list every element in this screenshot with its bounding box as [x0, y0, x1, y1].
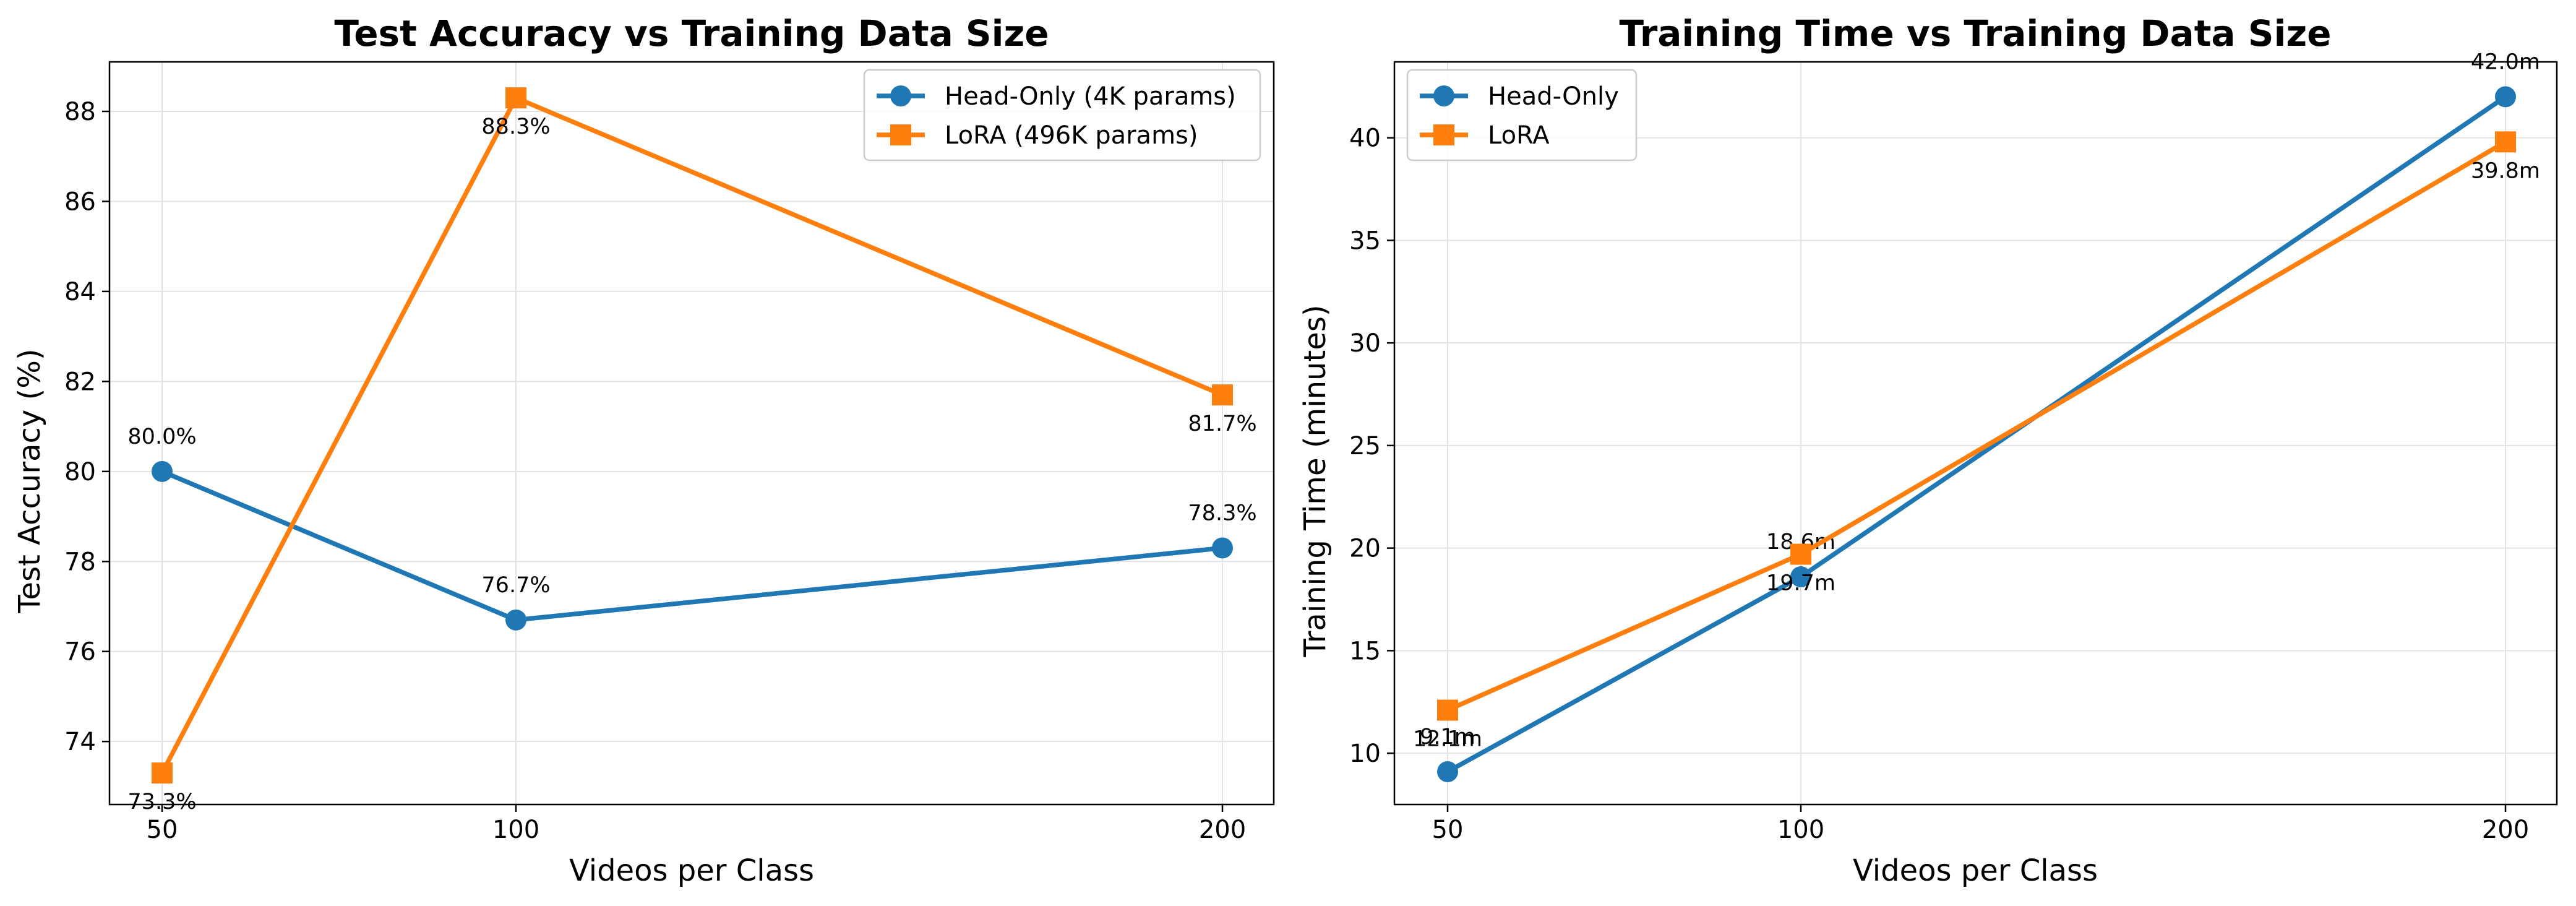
data-point [152, 460, 173, 482]
legend-box [863, 69, 1261, 162]
chart-title: Test Accuracy vs Training Data Size [334, 12, 1049, 54]
legend-marker [1433, 124, 1454, 145]
legend-label: Head-Only [1488, 82, 1619, 111]
plot-frame [1393, 61, 2558, 806]
legend-label: LoRA (496K params) [945, 121, 1198, 150]
data-label: 9.1m [1420, 725, 1475, 749]
legend-box [1406, 69, 1638, 162]
data-label: 88.3% [481, 114, 550, 139]
legend-marker [890, 85, 911, 106]
y-tick-label: 10 [1349, 740, 1381, 768]
plot-frame [108, 61, 1275, 806]
x-tick-label: 50 [1432, 816, 1464, 844]
legend-label: Head-Only (4K params) [945, 82, 1236, 111]
data-label: 76.7% [481, 573, 550, 598]
data-label: 73.3% [127, 790, 196, 814]
x-tick-label: 200 [1199, 816, 1246, 844]
data-point [1790, 543, 1811, 565]
y-tick-label: 82 [64, 368, 96, 396]
data-point [2495, 86, 2516, 108]
y-tick-label: 86 [64, 188, 96, 216]
x-axis-label: Videos per Class [569, 853, 814, 888]
data-point [1212, 537, 1233, 559]
y-tick-label: 20 [1349, 535, 1381, 563]
y-tick-label: 80 [64, 458, 96, 486]
data-point [152, 762, 173, 784]
data-point [505, 609, 526, 631]
x-axis-label: Videos per Class [1853, 853, 2098, 888]
data-label: 19.7m [1766, 571, 1835, 596]
data-point [505, 87, 526, 109]
data-point [1437, 761, 1458, 782]
data-point [1790, 566, 1811, 588]
data-point [1212, 384, 1233, 406]
x-tick-label: 200 [2482, 816, 2529, 844]
series-line [1445, 94, 2508, 774]
training-time-chart: Training Time vs Training Data Size Vide… [1298, 12, 2558, 888]
x-tick-label: 100 [492, 816, 539, 844]
data-label: 81.7% [1188, 412, 1256, 436]
y-tick-label: 15 [1349, 637, 1381, 665]
y-tick-label: 40 [1349, 124, 1381, 153]
data-point [2495, 131, 2516, 153]
data-label: 39.8m [2471, 158, 2540, 183]
series-line [160, 95, 1225, 775]
y-tick-label: 74 [64, 728, 96, 756]
data-label: 78.3% [1188, 501, 1256, 525]
x-tick-label: 50 [147, 816, 178, 844]
legend-marker [890, 124, 911, 145]
accuracy-chart: Test Accuracy vs Training Data Size Vide… [12, 12, 1275, 888]
y-tick-label: 30 [1349, 329, 1381, 358]
y-tick-label: 35 [1349, 226, 1381, 255]
series-line [160, 469, 1225, 623]
data-label: 12.1m [1413, 727, 1482, 752]
data-point [1437, 699, 1458, 721]
y-tick-label: 25 [1349, 432, 1381, 460]
chart-title: Training Time vs Training Data Size [1620, 12, 2332, 54]
y-axis-label: Test Accuracy (%) [12, 348, 47, 613]
y-tick-label: 88 [64, 98, 96, 126]
y-tick-label: 84 [64, 278, 96, 306]
y-tick-label: 76 [64, 638, 96, 667]
data-label: 42.0m [2471, 50, 2540, 74]
y-axis-label: Training Time (minutes) [1298, 304, 1333, 657]
legend-label: LoRA [1488, 121, 1550, 150]
series-line [1445, 139, 2508, 713]
y-tick-label: 78 [64, 548, 96, 576]
legend-marker [1433, 85, 1454, 106]
data-label: 80.0% [127, 425, 196, 449]
x-tick-label: 100 [1777, 816, 1824, 844]
